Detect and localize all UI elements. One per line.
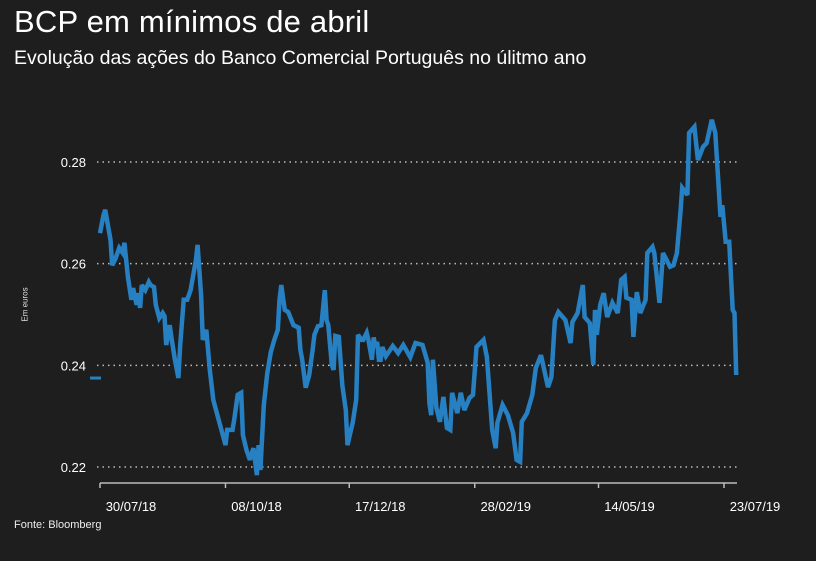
chart-subtitle: Evolução das ações do Banco Comercial Po… xyxy=(14,47,587,69)
series-line-bcp xyxy=(97,119,739,476)
series-layer xyxy=(90,119,739,476)
y-tick-label: 0.22 xyxy=(61,460,86,475)
x-axis: 30/07/18 08/10/18 17/12/18 28/02/19 14/05/19… xyxy=(99,482,781,514)
x-tick-label: 08/10/18 xyxy=(231,499,282,514)
y-axis-ticks: 0.22 0.24 0.26 0.28 xyxy=(61,155,86,475)
chart-title: BCP em mínimos de abril xyxy=(14,4,370,39)
source-note: Fonte: Bloomberg xyxy=(14,519,102,531)
x-tick-label: 17/12/18 xyxy=(355,499,406,514)
x-tick-label: 28/02/19 xyxy=(480,499,531,514)
x-tick-label: 14/05/19 xyxy=(604,499,655,514)
y-tick-label: 0.24 xyxy=(61,358,86,373)
gridlines xyxy=(97,161,737,468)
x-tick-label: 23/07/19 xyxy=(730,499,781,514)
x-tick-label: 30/07/18 xyxy=(106,499,157,514)
y-tick-label: 0.26 xyxy=(61,257,86,272)
y-tick-label: 0.28 xyxy=(61,155,86,170)
